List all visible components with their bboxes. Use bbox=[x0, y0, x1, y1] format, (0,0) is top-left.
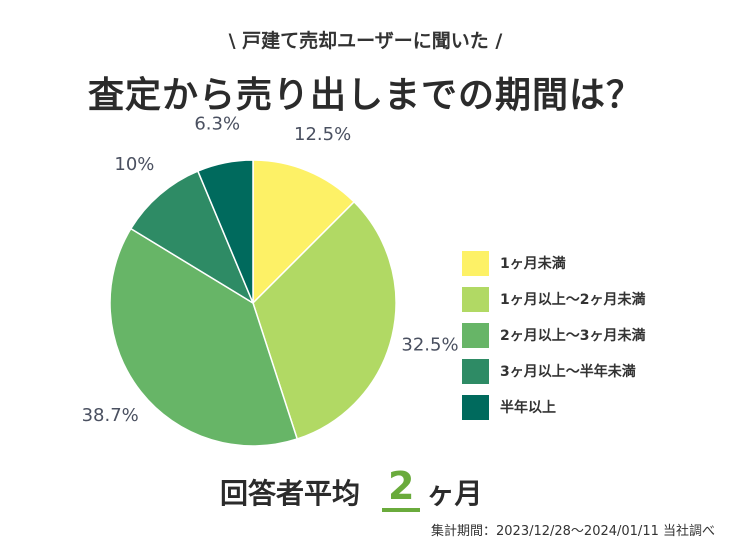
slice-percent-label: 32.5% bbox=[401, 335, 458, 356]
slice-percent-label: 38.7% bbox=[82, 405, 139, 426]
legend-item: 1ヶ月以上〜2ヶ月未満 bbox=[462, 281, 645, 317]
pie-slice bbox=[196, 159, 254, 304]
average-summary: 回答者平均 2 ヶ月 bbox=[220, 462, 482, 512]
legend-item: 3ヶ月以上〜半年未満 bbox=[462, 353, 645, 389]
legend-swatch bbox=[462, 394, 489, 420]
pie-slice bbox=[252, 200, 397, 440]
legend-swatch bbox=[462, 358, 489, 384]
average-unit: ヶ月 bbox=[426, 477, 483, 510]
legend-item: 2ヶ月以上〜3ヶ月未満 bbox=[462, 317, 645, 353]
pie-slice bbox=[129, 170, 255, 305]
slice-percent-label: 12.5% bbox=[294, 124, 351, 145]
legend-label: 2ヶ月以上〜3ヶ月未満 bbox=[500, 328, 646, 344]
average-label: 回答者平均 bbox=[220, 477, 361, 510]
survey-subtitle: \ 戸建て売却ユーザーに聞いた / bbox=[228, 30, 503, 52]
legend-label: 半年以上 bbox=[500, 400, 556, 416]
pie-slice bbox=[252, 159, 356, 305]
chart-title: 査定から売り出しまでの期間は？ bbox=[87, 75, 643, 116]
average-value: 2 bbox=[382, 464, 421, 512]
slice-percent-label: 6.3% bbox=[194, 114, 240, 135]
legend-label: 1ヶ月未満 bbox=[500, 256, 566, 272]
survey-period-note: 集計期間：2023/12/28〜2024/01/11 当社調べ bbox=[431, 524, 715, 539]
chart-legend: 1ヶ月未満 1ヶ月以上〜2ヶ月未満 2ヶ月以上〜3ヶ月未満 3ヶ月以上〜半年未満… bbox=[462, 245, 645, 425]
slice-percent-label: 10% bbox=[114, 154, 154, 175]
legend-swatch bbox=[462, 286, 489, 312]
pie-slice bbox=[109, 227, 299, 447]
legend-label: 3ヶ月以上〜半年未満 bbox=[500, 364, 636, 380]
legend-swatch bbox=[462, 322, 489, 348]
legend-label: 1ヶ月以上〜2ヶ月未満 bbox=[500, 292, 646, 308]
legend-item: 半年以上 bbox=[462, 389, 645, 425]
legend-item: 1ヶ月未満 bbox=[462, 245, 645, 281]
legend-swatch bbox=[462, 250, 489, 276]
